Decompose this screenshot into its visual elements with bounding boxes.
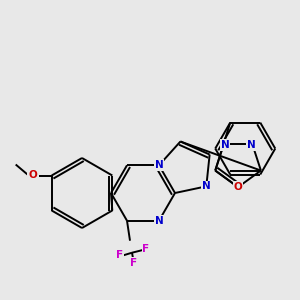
Text: N: N bbox=[202, 181, 211, 191]
Text: F: F bbox=[142, 244, 150, 254]
Text: N: N bbox=[220, 140, 229, 150]
Text: F: F bbox=[130, 258, 138, 268]
Text: F: F bbox=[116, 250, 124, 260]
Text: O: O bbox=[28, 170, 37, 181]
Text: N: N bbox=[154, 160, 164, 170]
Text: N: N bbox=[154, 216, 164, 226]
Text: N: N bbox=[247, 140, 256, 150]
Text: O: O bbox=[234, 182, 242, 192]
